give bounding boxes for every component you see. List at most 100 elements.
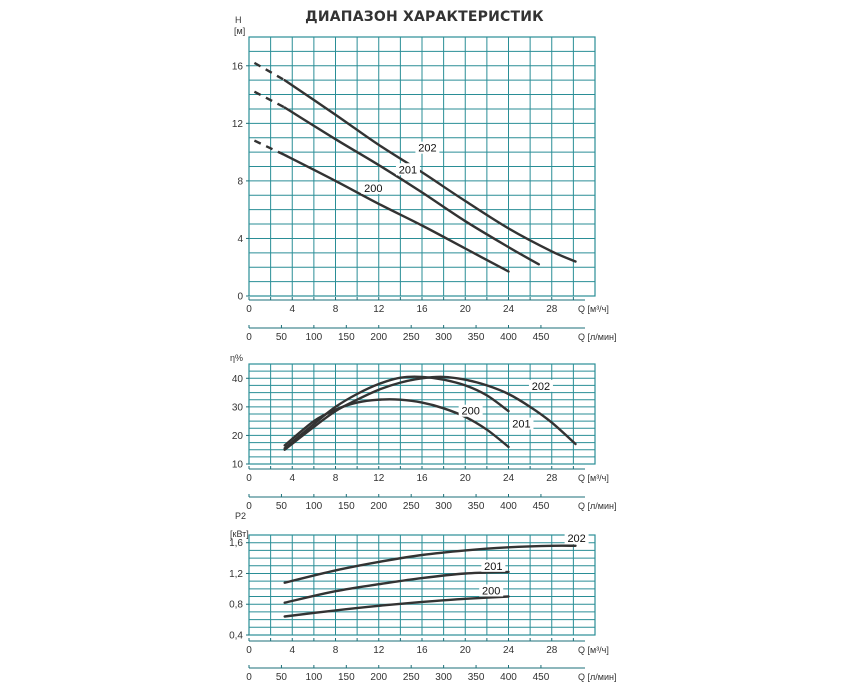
y-tick-label: 10 xyxy=(232,460,244,471)
x2-tick-label: 100 xyxy=(306,332,323,343)
curve-200 xyxy=(283,398,510,449)
y-tick-label: 1,6 xyxy=(229,538,243,549)
y-tick-label: 0 xyxy=(237,292,243,303)
curve-200-dashed xyxy=(253,139,286,157)
curve-label-200: 200 xyxy=(482,585,500,597)
y-axis-label: P2 xyxy=(235,511,246,521)
x2-axis-unit: Q [л/мин] xyxy=(578,332,616,342)
curve-label-bg xyxy=(528,379,553,392)
x2-tick-label: 250 xyxy=(403,332,420,343)
curve-label-202: 202 xyxy=(567,533,585,545)
x2-tick-label: 50 xyxy=(276,332,288,343)
x2-tick-label: 0 xyxy=(246,332,252,343)
curve-200 xyxy=(283,153,510,273)
x-tick-label: 28 xyxy=(546,645,558,656)
x2-tick-label: 250 xyxy=(403,672,420,683)
x2-tick-label: 0 xyxy=(246,672,252,683)
x2-tick-label: 300 xyxy=(435,672,452,683)
curve-label-201: 201 xyxy=(484,561,502,573)
y-tick-label: 0,4 xyxy=(229,631,243,642)
x2-tick-label: 150 xyxy=(338,672,355,683)
y-tick-label: 40 xyxy=(232,374,244,385)
x2-tick-label: 450 xyxy=(533,501,550,512)
curve-label-bg xyxy=(479,584,504,597)
x-tick-label: 8 xyxy=(333,473,339,484)
x2-axis-unit: Q [л/мин] xyxy=(578,672,616,682)
curve-label-bg xyxy=(458,404,483,417)
curve-202-dashed xyxy=(253,61,286,82)
x-tick-label: 24 xyxy=(503,304,515,315)
x2-tick-label: 450 xyxy=(533,332,550,343)
x-tick-label: 4 xyxy=(289,304,295,315)
curve-label-200: 200 xyxy=(461,406,479,418)
x-tick-label: 16 xyxy=(416,645,428,656)
curve-202 xyxy=(283,544,577,584)
x2-tick-label: 350 xyxy=(468,332,485,343)
x2-tick-label: 0 xyxy=(246,501,252,512)
x2-tick-label: 200 xyxy=(370,501,387,512)
x-tick-label: 12 xyxy=(373,304,385,315)
curve-200 xyxy=(283,595,510,618)
x2-tick-label: 300 xyxy=(435,332,452,343)
curve-label-202: 202 xyxy=(532,381,550,393)
x2-tick-label: 350 xyxy=(468,501,485,512)
x-tick-label: 4 xyxy=(289,473,295,484)
x2-tick-label: 400 xyxy=(500,672,517,683)
x-axis-unit: Q [м³/ч] xyxy=(578,304,609,314)
curve-201 xyxy=(283,570,510,604)
y-tick-label: 8 xyxy=(237,176,243,187)
y-tick-label: 16 xyxy=(232,61,244,72)
curve-label-bg xyxy=(481,559,506,572)
x2-tick-label: 450 xyxy=(533,672,550,683)
efficiency-chart: 10 20 30 40 η% 0 4 8 12 16 20 24 28 Q [м³/ч] 0 50 100 150… xyxy=(230,353,616,512)
x-axis-unit: Q [м³/ч] xyxy=(578,645,609,655)
x2-tick-label: 100 xyxy=(306,501,323,512)
curve-label-bg xyxy=(361,181,386,194)
x-tick-label: 8 xyxy=(333,645,339,656)
x2-tick-label: 150 xyxy=(338,501,355,512)
x2-tick-label: 400 xyxy=(500,332,517,343)
x2-tick-label: 350 xyxy=(468,672,485,683)
x2-tick-label: 150 xyxy=(338,332,355,343)
y-tick-label: 20 xyxy=(232,431,244,442)
curve-202 xyxy=(283,79,577,263)
power-chart: 0,4 0,8 1,2 1,6 P2 [кВт] 0 4 8 12 16 20 24 28 Q [м³/ч]… xyxy=(229,511,616,683)
x2-axis-unit: Q [л/мин] xyxy=(578,501,616,511)
x-tick-label: 8 xyxy=(333,304,339,315)
curve-label-202: 202 xyxy=(418,143,436,155)
curve-label-bg xyxy=(395,163,420,176)
x-tick-label: 0 xyxy=(246,645,252,656)
curve-label-bg xyxy=(415,141,440,154)
curve-label-201: 201 xyxy=(512,419,530,431)
x-tick-label: 16 xyxy=(416,473,428,484)
curve-label-201: 201 xyxy=(399,164,417,176)
y-tick-label: 30 xyxy=(232,402,244,413)
x2-tick-label: 200 xyxy=(370,332,387,343)
head-chart: 0 4 8 12 16 H[м] 0 4 8 12 16 20 24 28 Q [м³/ч] 0 50 100 15… xyxy=(232,15,617,343)
page-title: ДИАПАЗОН ХАРАКТЕРИСТИК xyxy=(305,9,544,25)
y-tick-label: 4 xyxy=(237,234,243,245)
x-tick-label: 12 xyxy=(373,645,385,656)
x-tick-label: 24 xyxy=(503,645,515,656)
x-tick-label: 20 xyxy=(460,304,472,315)
curve-201-dashed xyxy=(253,90,286,109)
x2-tick-label: 300 xyxy=(435,501,452,512)
y-tick-label: 0,8 xyxy=(229,600,243,611)
x-tick-label: 20 xyxy=(460,645,472,656)
plot-frame xyxy=(248,36,596,297)
curve-label-200: 200 xyxy=(364,183,382,195)
plot-frame xyxy=(248,363,596,465)
y-axis-label: η% xyxy=(230,353,243,363)
curve-201 xyxy=(283,106,540,266)
curve-label-bg xyxy=(564,532,589,545)
x2-tick-label: 400 xyxy=(500,501,517,512)
x-tick-label: 4 xyxy=(289,645,295,656)
x2-tick-label: 200 xyxy=(370,672,387,683)
x2-tick-label: 100 xyxy=(306,672,323,683)
y-axis-unit: [кВт] xyxy=(230,529,249,539)
y-axis-label: H xyxy=(235,15,242,25)
x-tick-label: 20 xyxy=(460,473,472,484)
y-tick-label: 1,2 xyxy=(229,569,243,580)
x-tick-label: 12 xyxy=(373,473,385,484)
